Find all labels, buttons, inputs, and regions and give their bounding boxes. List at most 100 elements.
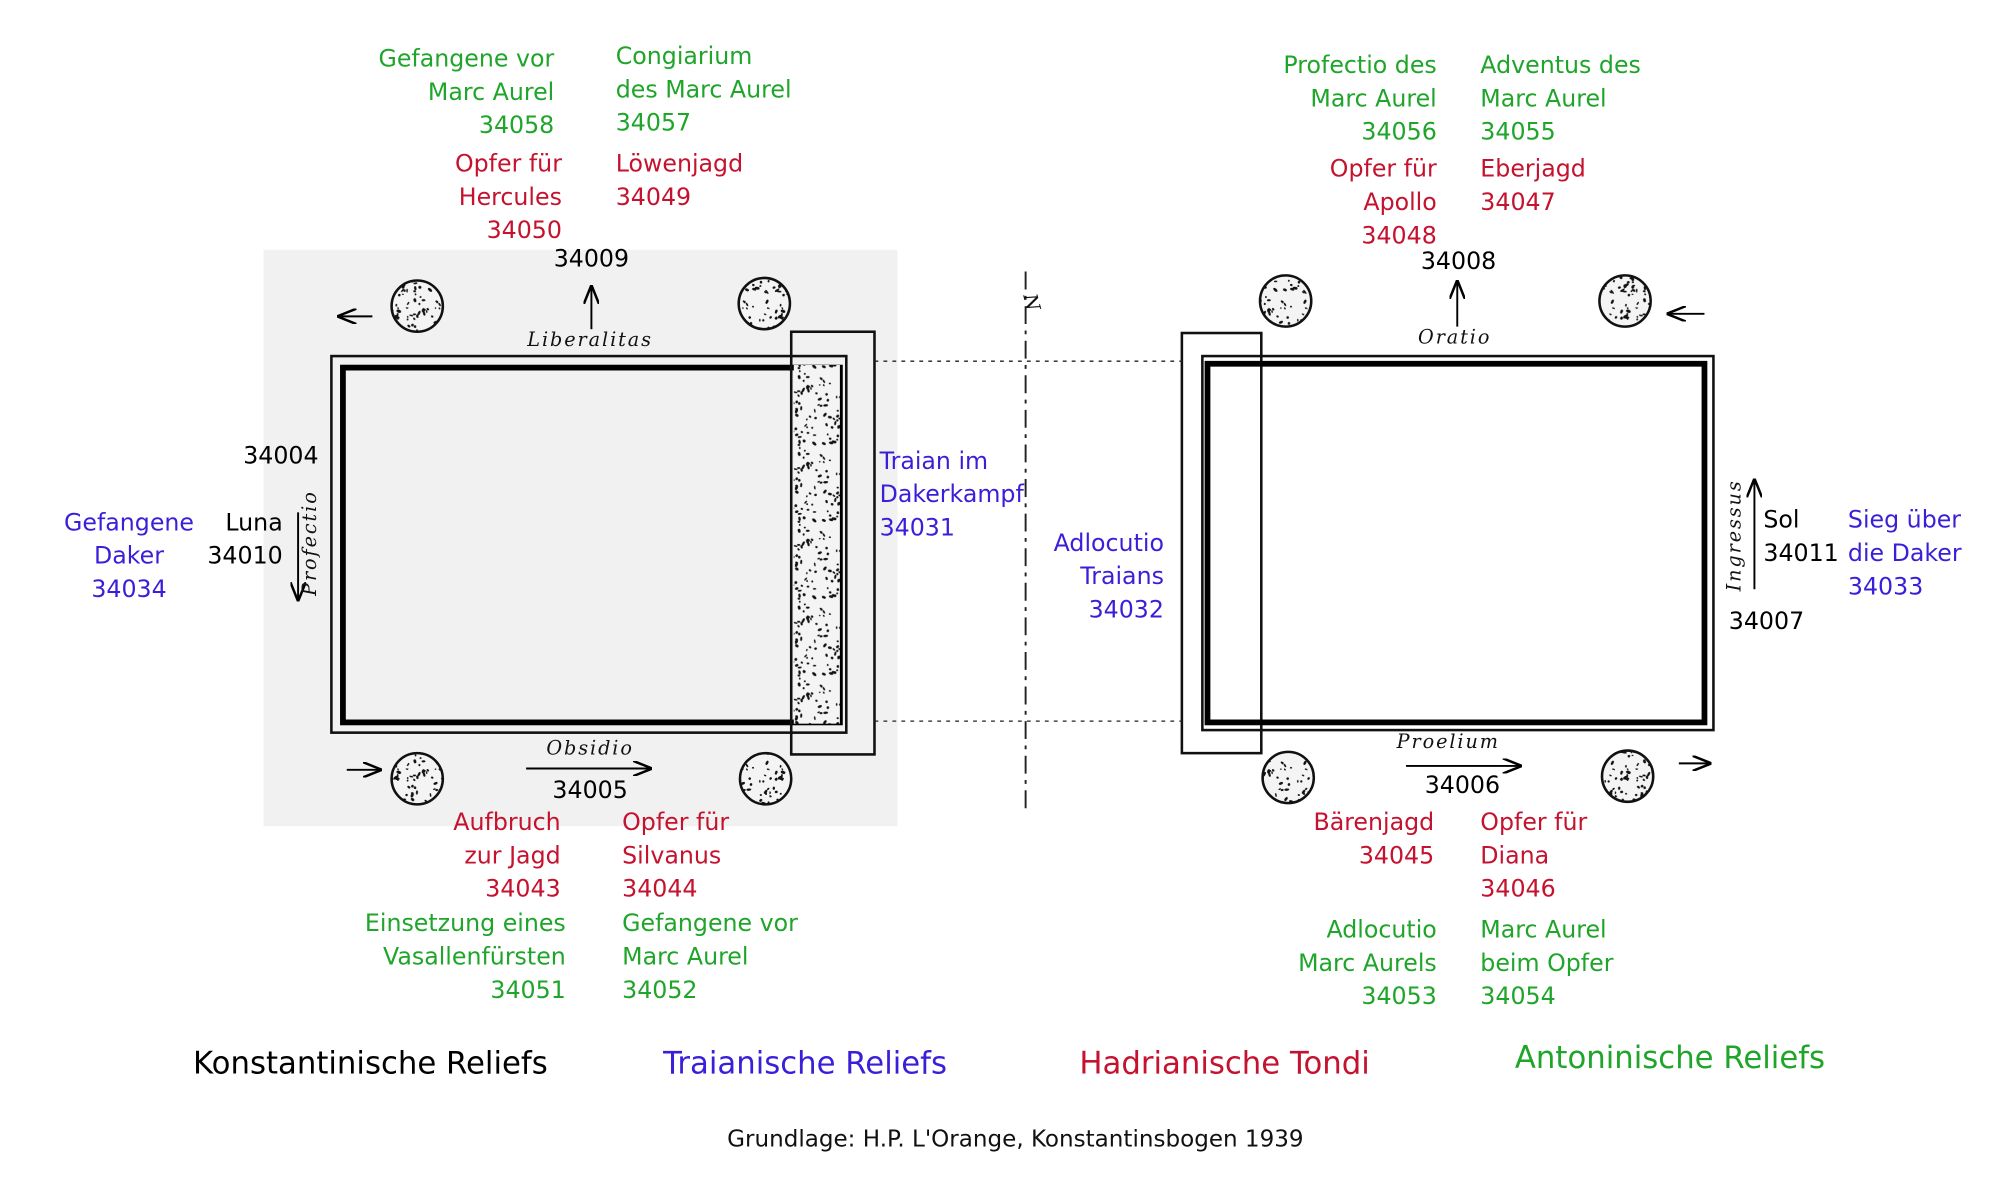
relief-label: Löwenjagd 34049	[616, 150, 743, 211]
label-line: Marc Aurel	[1480, 916, 1606, 944]
relief-label: Luna 34010	[207, 508, 282, 569]
relief-label: Bärenjagd 34045	[1313, 808, 1434, 869]
relief-label: Sieg über die Daker 34033	[1848, 506, 1962, 601]
legend-entry: Traianische Reliefs	[662, 1045, 947, 1081]
relief-label: 34009	[554, 244, 629, 272]
relief-label: Eberjagd 34047	[1480, 155, 1585, 216]
relief-label: Adlocutio Marc Aurels 34053	[1298, 916, 1437, 1011]
label-line: 34043	[485, 875, 560, 903]
label-line: Aufbruch	[453, 808, 560, 836]
label-line: 34051	[490, 976, 565, 1004]
label-line: 34057	[616, 109, 691, 137]
label-line: 34047	[1480, 188, 1555, 216]
credit: Grundlage: H.P. L'Orange, Konstantinsbog…	[727, 1126, 1303, 1152]
label-line: Silvanus	[622, 841, 721, 869]
label-line: Marc Aurel	[428, 78, 554, 106]
label-line: Opfer für	[1330, 155, 1437, 183]
label-line: 34007	[1729, 607, 1804, 635]
relief-label: Traian im Dakerkampf 34031	[879, 447, 1025, 542]
label-line: 34032	[1089, 595, 1164, 623]
relief-label: 34006	[1425, 771, 1500, 799]
label-line: 34055	[1480, 118, 1555, 146]
legend-entry: Hadrianische Tondi	[1079, 1045, 1369, 1081]
relief-label: Adlocutio Traians 34032	[1054, 529, 1164, 624]
relief-label: Adventus des Marc Aurel 34055	[1480, 51, 1641, 146]
label-line: Traians	[1079, 562, 1164, 590]
relief-label: Gefangene vor Marc Aurel 34058	[378, 45, 554, 140]
label-line: 34056	[1361, 118, 1436, 146]
label-line: Opfer für	[455, 150, 562, 178]
label-line: 34034	[91, 575, 166, 603]
relief-label: Opfer für Diana 34046	[1480, 808, 1587, 903]
label-line: Sol	[1763, 506, 1799, 534]
relief-label: Einsetzung eines Vasallenfürsten 34051	[365, 909, 566, 1004]
label-line: 34044	[622, 875, 697, 903]
label-line: Profectio des	[1283, 51, 1436, 79]
label-line: Dakerkampf	[880, 480, 1025, 508]
label-line: Gefangene vor	[378, 45, 554, 73]
relief-label: Opfer für Silvanus 34044	[622, 808, 729, 903]
label-line: 34031	[880, 513, 955, 541]
label-line: 34010	[207, 542, 282, 570]
inscription: Profectio	[298, 490, 321, 597]
relief-label: 34007	[1729, 607, 1804, 635]
right-outer-wall	[1201, 354, 1715, 732]
label-line: Gefangene vor	[622, 909, 798, 937]
label-line: 34004	[243, 442, 318, 470]
label-line: Luna	[225, 508, 282, 536]
label-line: Eberjagd	[1480, 155, 1585, 183]
label-line: Hercules	[459, 183, 562, 211]
relief-label: 34005	[552, 776, 627, 804]
label-line: Vasallenfürsten	[383, 942, 566, 970]
label-line: 34009	[554, 244, 629, 272]
label-line: Diana	[1480, 841, 1549, 869]
inscription: Obsidio	[546, 736, 633, 759]
relief-label: Marc Aurel beim Opfer 34054	[1480, 916, 1613, 1011]
relief-label: Opfer für Hercules 34050	[455, 150, 562, 245]
label-line: 34046	[1480, 875, 1555, 903]
label-line: Marc Aurel	[1480, 84, 1606, 112]
legend-entry: Konstantinische Reliefs	[193, 1045, 548, 1081]
label-line: Opfer für	[622, 808, 729, 836]
label-line: Congiarium	[616, 42, 753, 70]
label-line: Apollo	[1363, 188, 1436, 216]
tondo	[1258, 274, 1313, 328]
label-line: Adlocutio	[1326, 916, 1436, 944]
label-line: 34050	[487, 216, 562, 244]
right-annex	[1180, 331, 1263, 755]
label-line: Gefangene	[64, 508, 194, 536]
label-line: Opfer für	[1480, 808, 1587, 836]
label-line: 34006	[1425, 771, 1500, 799]
label-line: Einsetzung eines	[365, 909, 566, 937]
label-line: zur Jagd	[464, 841, 560, 869]
label-line: 34049	[616, 183, 691, 211]
tondo	[390, 751, 445, 806]
label-line: 34005	[552, 776, 627, 804]
tondo	[1261, 750, 1316, 805]
inscription: Oratio	[1418, 325, 1491, 348]
relief-label: Gefangene vor Marc Aurel 34052	[622, 909, 798, 1004]
label-line: des Marc Aurel	[616, 75, 792, 103]
relief-label: Opfer für Apollo 34048	[1330, 155, 1437, 250]
inscription: Proelium	[1396, 730, 1500, 753]
label-line: Sieg über	[1848, 506, 1961, 534]
relief-label: 34008	[1421, 247, 1496, 275]
label-line: die Daker	[1848, 539, 1962, 567]
label-line: Daker	[94, 542, 164, 570]
tondo	[737, 276, 792, 331]
label-line: 34052	[622, 976, 697, 1004]
relief-label: Sol 34011	[1763, 506, 1838, 567]
label-line: Löwenjagd	[616, 150, 743, 178]
inscription: Liberalitas	[526, 328, 653, 351]
label-line: Adlocutio	[1054, 529, 1164, 557]
label-line: Traian im	[879, 447, 989, 475]
label-line: 34045	[1359, 841, 1434, 869]
inscription: Ingressus	[1722, 479, 1745, 592]
label-line: Marc Aurel	[1310, 84, 1436, 112]
relief-label: Congiarium des Marc Aurel 34057	[616, 42, 792, 137]
label-line: 34011	[1763, 539, 1838, 567]
tondo	[390, 279, 445, 334]
relief-label: Gefangene Daker 34034	[64, 508, 194, 603]
label-line: 34033	[1848, 572, 1923, 600]
label-line: 34058	[479, 111, 554, 139]
